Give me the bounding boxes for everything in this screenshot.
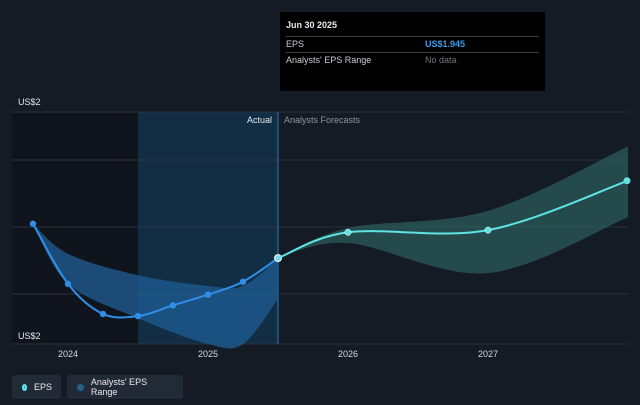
eps-forecast-line	[277, 179, 629, 260]
x-tick-label: 2026	[338, 349, 358, 359]
tooltip-range-row: Analysts' EPS Range No data	[286, 52, 539, 68]
tooltip-date: Jun 30 2025	[286, 20, 338, 30]
x-tick-label: 2025	[198, 349, 218, 359]
x-tick-label: 2024	[58, 349, 78, 359]
y-tick-label: US$2	[18, 97, 41, 107]
actual-eps-range-band	[33, 223, 278, 349]
x-tick-label: 2027	[478, 349, 498, 359]
tooltip-eps-row: EPS US$1.945	[286, 36, 539, 52]
eps-actual-point	[239, 278, 247, 285]
forecast-label: Analysts Forecasts	[284, 115, 361, 125]
eps-forecast-point	[484, 226, 492, 234]
eps-actual-point	[169, 302, 177, 309]
tooltip-range-label: Analysts' EPS Range	[286, 55, 372, 65]
tooltip: Jun 30 2025 EPS US$1.945 Analysts' EPS R…	[280, 12, 545, 91]
eps-actual-point	[64, 280, 72, 288]
legend-eps-label: EPS	[33, 382, 52, 392]
eps-actual-point	[134, 312, 142, 320]
eps-forecast-point	[344, 228, 352, 236]
eps-actual-point	[204, 291, 212, 298]
legend-range-label: Analysts' EPS Range	[90, 377, 148, 397]
eps-legend-icon	[22, 383, 27, 391]
legend-item-eps[interactable]: EPS	[12, 375, 61, 399]
y-tick-label: US$2	[18, 331, 41, 341]
eps-actual-point	[99, 310, 107, 318]
actual-label: Actual	[247, 115, 272, 125]
tooltip-range-value: No data	[425, 55, 457, 65]
tooltip-eps-label: EPS	[286, 39, 305, 49]
eps-chart-svg: US$2 US$2 2024 2025 2026 2027 Actual Analysts F…	[12, 97, 631, 359]
tooltip-eps-value: US$1.945	[425, 39, 466, 49]
eps-forecast-point	[623, 177, 631, 185]
range-legend-icon	[77, 383, 84, 391]
legend-item-range[interactable]: Analysts' EPS Range	[67, 375, 183, 399]
eps-actual-point	[29, 220, 37, 227]
forecast-eps-range-band	[278, 146, 628, 274]
